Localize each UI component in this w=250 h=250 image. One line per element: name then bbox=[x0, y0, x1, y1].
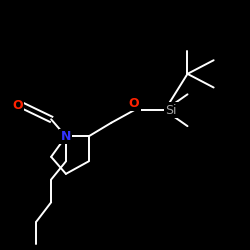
Text: O: O bbox=[129, 97, 140, 110]
Text: O: O bbox=[12, 99, 23, 112]
Text: N: N bbox=[61, 130, 71, 143]
Text: Si: Si bbox=[165, 104, 176, 117]
